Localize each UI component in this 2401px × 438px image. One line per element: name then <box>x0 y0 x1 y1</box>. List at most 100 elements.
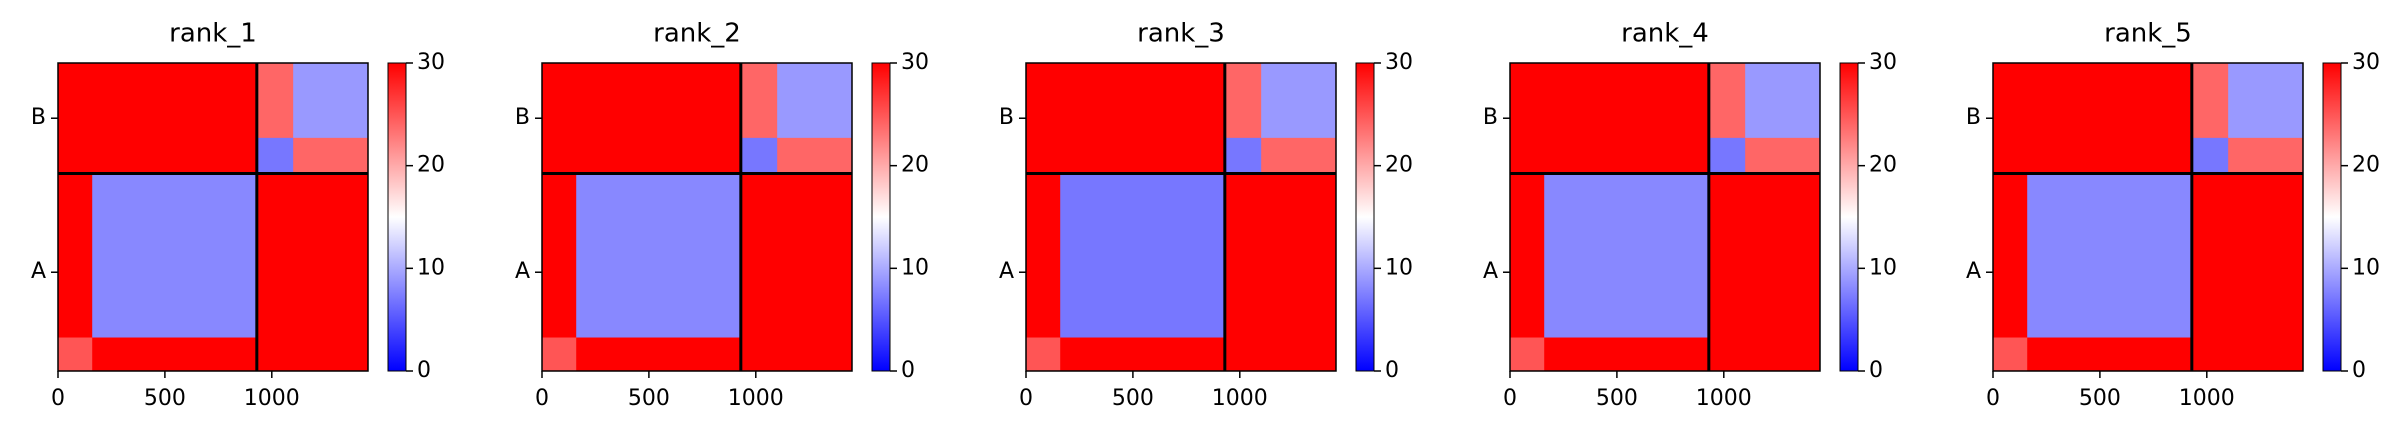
panel: rank_4 0 500 1000 A B 0 10 20 30 <box>1483 19 1897 412</box>
heat-cell <box>1993 173 2028 338</box>
heat-cell <box>58 137 93 174</box>
y-tick-label: B <box>1483 105 1498 130</box>
colorbar <box>2322 62 2342 372</box>
heat-cell <box>293 63 369 138</box>
heat-cell <box>1510 63 1545 138</box>
heat-cell <box>2027 63 2193 138</box>
colorbar <box>387 62 407 372</box>
heat-cell <box>542 137 577 174</box>
axes-frame <box>57 62 369 372</box>
heat-cell <box>2228 173 2304 338</box>
y-tick-label: B <box>1966 105 1981 130</box>
colorbar-tick-label: 30 <box>1385 50 1413 75</box>
heat-cell <box>58 173 93 338</box>
heat-cell <box>740 137 778 174</box>
x-tick-label: 500 <box>1112 386 1154 411</box>
colorbar-tick-label: 20 <box>417 153 445 178</box>
x-tick-label: 1000 <box>2179 386 2235 411</box>
heat-cell <box>1708 337 1746 372</box>
heat-cell <box>1261 137 1337 174</box>
colorbar <box>1839 62 1859 372</box>
axes-frame <box>1025 62 1337 372</box>
heat-cell <box>1224 337 1262 372</box>
colorbar-tick-label: 20 <box>901 153 929 178</box>
heat-cell <box>293 137 369 174</box>
heat-cell <box>1544 173 1710 338</box>
colorbar-tick-label: 10 <box>1385 255 1413 280</box>
heat-cell <box>1993 137 2028 174</box>
heat-cell <box>2191 137 2229 174</box>
heat-cell <box>1026 337 1061 372</box>
x-tick-label: 1000 <box>1212 386 1268 411</box>
heat-cell <box>1261 63 1337 138</box>
colorbar-tick-label: 0 <box>1385 358 1399 383</box>
heat-cell <box>1510 173 1545 338</box>
heat-cell <box>2027 137 2193 174</box>
y-tick-label: A <box>999 259 1014 284</box>
heat-cell <box>256 63 294 138</box>
heat-cell <box>1060 63 1226 138</box>
heat-cell <box>1544 337 1710 372</box>
colorbar-tick-label: 10 <box>901 255 929 280</box>
heat-cell <box>542 63 577 138</box>
axes-frame <box>1509 62 1821 372</box>
heat-cell <box>2027 337 2193 372</box>
colorbar-tick-label: 20 <box>2352 153 2380 178</box>
colorbar-tick-label: 0 <box>901 358 915 383</box>
panel-title: rank_1 <box>169 19 257 49</box>
x-tick-label: 0 <box>1503 386 1517 411</box>
colorbar-tick-label: 30 <box>417 50 445 75</box>
heat-cell <box>256 137 294 174</box>
panel-title: rank_4 <box>1621 19 1709 49</box>
heat-cell <box>1060 173 1226 338</box>
heat-cell <box>1745 137 1821 174</box>
colorbar-tick-label: 20 <box>1385 153 1413 178</box>
x-tick-label: 1000 <box>244 386 300 411</box>
x-tick-label: 1000 <box>1696 386 1752 411</box>
heat-cell <box>542 337 577 372</box>
y-tick-label: A <box>1966 259 1981 284</box>
y-tick-label: B <box>31 105 46 130</box>
y-tick-label: B <box>515 105 530 130</box>
heat-cell <box>58 337 93 372</box>
x-tick-label: 500 <box>628 386 670 411</box>
heat-cell <box>576 63 742 138</box>
axes-frame <box>541 62 853 372</box>
heat-cell <box>2191 63 2229 138</box>
heat-cell <box>777 137 853 174</box>
heat-cell <box>1026 63 1061 138</box>
heat-cell <box>92 337 258 372</box>
heat-cell <box>542 173 577 338</box>
heat-cell <box>1544 137 1710 174</box>
heat-cell <box>293 337 369 372</box>
panel: rank_2 0 500 1000 A B 0 10 20 30 <box>515 19 929 412</box>
heat-cell <box>740 63 778 138</box>
panel-title: rank_5 <box>2104 19 2192 49</box>
heat-cell <box>1544 63 1710 138</box>
colorbar <box>1355 62 1375 372</box>
colorbar-tick-label: 10 <box>417 255 445 280</box>
heat-cell <box>1993 337 2028 372</box>
heat-cell <box>1224 63 1262 138</box>
heat-cell <box>2191 337 2229 372</box>
panel-title: rank_3 <box>1137 19 1225 49</box>
x-tick-label: 500 <box>2079 386 2121 411</box>
heat-cell <box>576 337 742 372</box>
x-tick-label: 0 <box>51 386 65 411</box>
x-tick-label: 1000 <box>728 386 784 411</box>
y-tick-label: B <box>999 105 1014 130</box>
heat-cell <box>2027 173 2193 338</box>
x-tick-label: 0 <box>1019 386 1033 411</box>
panel: rank_5 0 500 1000 A B 0 10 20 30 <box>1966 19 2380 412</box>
heat-cell <box>777 63 853 138</box>
colorbar-tick-label: 30 <box>2352 50 2380 75</box>
heat-cell <box>58 63 93 138</box>
heat-cell <box>576 173 742 338</box>
y-tick-label: A <box>515 259 530 284</box>
panel-title: rank_2 <box>653 19 741 49</box>
heat-cell <box>1026 137 1061 174</box>
heat-cell <box>2228 137 2304 174</box>
colorbar-tick-label: 0 <box>2352 358 2366 383</box>
heat-cell <box>2191 173 2229 338</box>
